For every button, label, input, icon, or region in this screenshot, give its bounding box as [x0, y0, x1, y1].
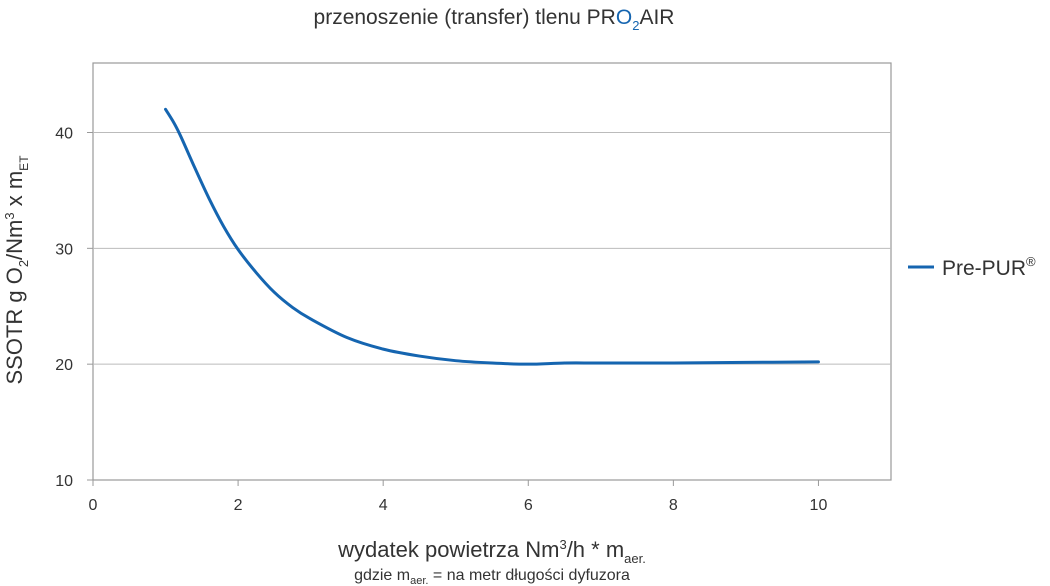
legend-label-pre-pur: Pre-PUR® — [942, 254, 1036, 280]
y-axis: 10 20 30 40 — [55, 126, 891, 490]
y-tick-label: 10 — [55, 473, 73, 490]
chart-title-text: przenoszenie (transfer) tlenu — [314, 6, 587, 29]
brand-o: O — [616, 6, 632, 29]
x-axis-label: wydatek powietrza Nm3/h * maer. — [337, 537, 646, 566]
y-tick-label: 40 — [55, 126, 73, 143]
plot-area — [92, 62, 892, 481]
x-tick-label: 4 — [379, 497, 388, 514]
plot-frame — [92, 62, 892, 481]
x-tick-label: 8 — [669, 497, 678, 514]
y-tick-label: 20 — [55, 357, 73, 374]
y-axis-label: SSOTR g O2/Nm3 x mET — [2, 155, 31, 385]
brand-pr: PR — [587, 6, 616, 29]
legend: Pre-PUR® — [908, 254, 1036, 280]
x-axis-note: gdzie maer. = na metr długości dyfuzora — [354, 567, 630, 586]
x-tick-label: 2 — [234, 497, 243, 514]
series-layer — [164, 107, 820, 366]
x-tick-label: 10 — [810, 497, 828, 514]
x-tick-label: 0 — [89, 497, 98, 514]
series-line-pre-pur — [164, 107, 820, 366]
chart-title: przenoszenie (transfer) tlenu PRO2AIR — [314, 6, 675, 33]
x-axis: 0 2 4 6 8 10 — [89, 480, 828, 514]
x-tick-label: 6 — [524, 497, 533, 514]
y-tick-label: 30 — [55, 241, 73, 258]
brand-sub: 2 — [632, 18, 639, 33]
brand-air: AIR — [639, 6, 674, 29]
